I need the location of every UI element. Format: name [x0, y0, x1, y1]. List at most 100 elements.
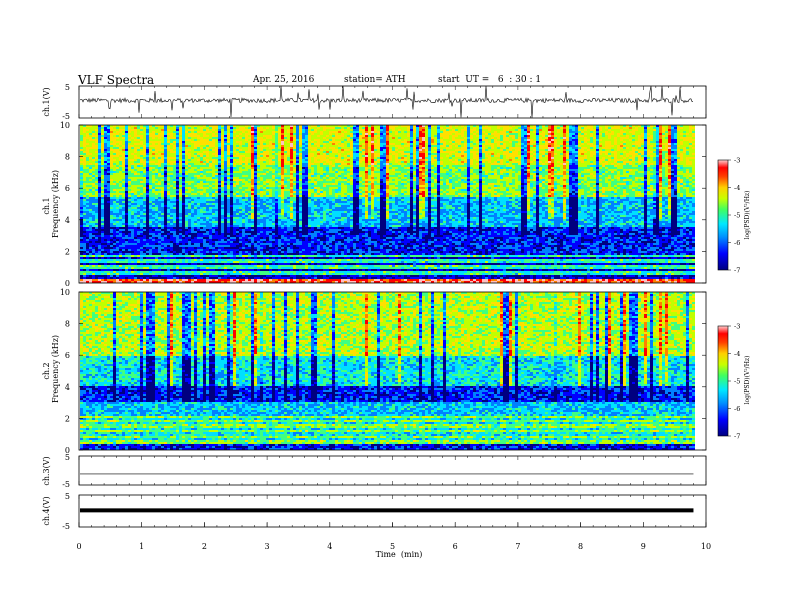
- spectrogram-cell: [170, 259, 173, 261]
- spectrogram-cell: [251, 249, 254, 251]
- spectrogram-cell: [218, 161, 221, 163]
- spectrogram-cell: [164, 151, 167, 153]
- spectrogram-cell: [206, 149, 209, 151]
- spectrogram-cell: [170, 233, 173, 235]
- spectrogram-cell: [155, 127, 158, 129]
- spectrogram-cell: [257, 259, 260, 261]
- spectrogram-cell: [113, 277, 116, 279]
- spectrogram-cell: [185, 221, 188, 223]
- spectrogram-cell: [242, 217, 245, 219]
- spectrogram-cell: [98, 201, 101, 203]
- spectrogram-cell: [200, 255, 203, 257]
- spectrogram-cell: [188, 165, 191, 167]
- spectrogram-cell: [164, 171, 167, 173]
- spectrogram-cell: [173, 161, 176, 163]
- spectrogram-cell: [143, 223, 146, 225]
- spectrogram-cell: [104, 209, 107, 211]
- spectrogram-cell: [80, 267, 83, 269]
- spectrogram-cell: [218, 183, 221, 185]
- spectrogram-cell: [149, 235, 152, 237]
- spectrogram-cell: [83, 167, 86, 169]
- spectrogram-cell: [155, 207, 158, 209]
- spectrogram-cell: [101, 233, 104, 235]
- spectrogram-cell: [140, 133, 143, 135]
- spectrogram-cell: [95, 171, 98, 173]
- spectrogram-cell: [83, 151, 86, 153]
- spectrogram-cell: [149, 277, 152, 279]
- spectrogram-cell: [140, 271, 143, 273]
- spectrogram-cell: [158, 229, 161, 231]
- spectrogram-cell: [164, 231, 167, 233]
- spectrogram-cell: [242, 223, 245, 225]
- spectrogram-cell: [176, 147, 179, 149]
- spectrogram-cell: [251, 217, 254, 219]
- spectrogram-cell: [80, 135, 83, 137]
- spectrogram-cell: [89, 169, 92, 171]
- spectrogram-cell: [224, 231, 227, 233]
- spectrogram-cell: [86, 149, 89, 151]
- spectrogram-cell: [80, 125, 83, 127]
- spectrogram-cell: [137, 243, 140, 245]
- spectrogram-cell: [149, 159, 152, 161]
- spectrogram-cell: [248, 185, 251, 187]
- spectrogram-cell: [257, 253, 260, 255]
- spectrogram-cell: [194, 225, 197, 227]
- spectrogram-cell: [131, 163, 134, 165]
- spectrogram-cell: [170, 231, 173, 233]
- spectrogram-cell: [173, 247, 176, 249]
- spectrogram-cell: [176, 211, 179, 213]
- spectrogram-cell: [89, 135, 92, 137]
- spectrogram-cell: [200, 155, 203, 157]
- spectrogram-cell: [221, 211, 224, 213]
- spectrogram-cell: [209, 271, 212, 273]
- spectrogram-cell: [203, 139, 206, 141]
- spectrogram-cell: [170, 237, 173, 239]
- spectrogram-cell: [245, 173, 248, 175]
- spectrogram-cell: [149, 193, 152, 195]
- spectrogram-cell: [197, 281, 200, 283]
- spectrogram-cell: [203, 215, 206, 217]
- spectrogram-cell: [254, 229, 257, 231]
- spectrogram-cell: [236, 229, 239, 231]
- spectrogram-cell: [200, 277, 203, 279]
- spectrogram-cell: [248, 131, 251, 133]
- spectrogram-cell: [131, 137, 134, 139]
- spectrogram-cell: [263, 221, 266, 223]
- spectrogram-cell: [158, 211, 161, 213]
- spectrogram-cell: [89, 145, 92, 147]
- spectrogram-cell: [95, 221, 98, 223]
- spectrogram-cell: [125, 217, 128, 219]
- spectrogram-cell: [215, 251, 218, 253]
- spectrogram-cell: [257, 197, 260, 199]
- spectrogram-cell: [80, 217, 83, 219]
- spectrogram-cell: [254, 259, 257, 261]
- spectrogram-cell: [80, 171, 83, 173]
- spectrogram-cell: [155, 263, 158, 265]
- spectrogram-cell: [197, 245, 200, 247]
- spectrogram-cell: [248, 271, 251, 273]
- spectrogram-cell: [125, 127, 128, 129]
- spectrogram-cell: [197, 261, 200, 263]
- spectrogram-cell: [260, 239, 263, 241]
- spectrogram-cell: [167, 151, 170, 153]
- spectrogram-cell: [128, 205, 131, 207]
- spectrogram-cell: [152, 141, 155, 143]
- spectrogram-cell: [179, 229, 182, 231]
- spectrogram-cell: [134, 165, 137, 167]
- spectrogram-cell: [80, 127, 83, 129]
- spectrogram-cell: [218, 215, 221, 217]
- spectrogram-cell: [227, 183, 230, 185]
- spectrogram-cell: [257, 277, 260, 279]
- spectrogram-cell: [260, 229, 263, 231]
- spectrogram-cell: [146, 273, 149, 275]
- spectrogram-cell: [245, 157, 248, 159]
- spectrogram-cell: [251, 161, 254, 163]
- spectrogram-cell: [263, 203, 266, 205]
- spectrogram-cell: [251, 125, 254, 127]
- spectrogram-cell: [197, 173, 200, 175]
- spectrogram-cell: [83, 195, 86, 197]
- spectrogram-cell: [167, 199, 170, 201]
- spectrogram-cell: [218, 137, 221, 139]
- spectrogram-cell: [131, 159, 134, 161]
- spectrogram-cell: [140, 185, 143, 187]
